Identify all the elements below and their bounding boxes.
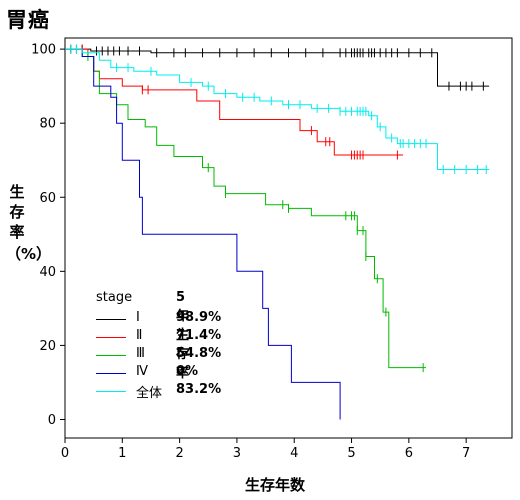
legend-swatch [96,355,126,356]
legend-title: stage [96,290,133,305]
survival-curve-stage-2 [65,48,404,156]
survival-curve-stage-4 [65,48,341,420]
y-axis-label-unit: （%） [6,245,52,263]
y-axis-label-char: 存 [9,203,25,221]
x-tick-label: 3 [233,446,241,461]
y-tick-label: 80 [39,117,56,132]
survival-curve-stage-3 [65,48,426,369]
x-tick-label: 1 [118,446,126,461]
y-axis-label-char: 率 [9,223,25,241]
x-tick-label: 6 [405,446,413,461]
legend-series-name: Ⅰ [136,310,140,325]
y-tick-label: 40 [39,265,56,280]
y-tick-label: 0 [48,413,56,428]
x-tick-label: 2 [175,446,183,461]
legend-item-stage-1: Ⅰ 98.9% [96,310,296,328]
legend-swatch [96,337,126,338]
legend-swatch [96,373,126,374]
survival-curve-overall [65,48,490,170]
legend-item-stage-4: Ⅳ 0% [96,364,296,382]
legend-series-name: Ⅳ [136,364,148,379]
legend-series-rate: 71.4% [176,328,222,343]
legend-item-stage-2: Ⅱ 71.4% [96,328,296,346]
legend-series-rate: 54.8% [176,346,222,361]
legend-series-name: Ⅲ [136,346,145,361]
survival-curve-stage-1 [65,48,490,87]
x-tick-label: 7 [462,446,470,461]
legend-series-rate: 0% [176,364,199,379]
legend-item-overall: 全体 83.2% [96,382,296,401]
legend-rate-title: 5年生存率 [176,290,190,381]
y-tick-label: 60 [39,191,56,206]
y-axis-label-char: 生 [9,183,25,201]
x-tick-label: 4 [290,446,298,461]
plot-frame [64,37,513,439]
legend-series-name: 全体 [136,386,163,401]
x-tick-label: 5 [347,446,355,461]
chart-title: 胃癌 [6,8,50,32]
x-axis-label: 生存年数 [244,476,305,494]
legend-swatch [96,319,126,320]
legend-series-rate: 98.9% [176,310,222,325]
legend-swatch [96,391,126,392]
legend-series-rate: 83.2% [176,382,222,397]
legend-item-stage-3: Ⅲ 54.8% [96,346,296,364]
y-tick-label: 20 [39,339,56,354]
legend-series-name: Ⅱ [136,328,143,343]
x-tick-label: 0 [61,446,69,461]
y-axis-label: 生 存 率 （%） [6,182,52,263]
y-tick-label: 100 [31,43,56,58]
